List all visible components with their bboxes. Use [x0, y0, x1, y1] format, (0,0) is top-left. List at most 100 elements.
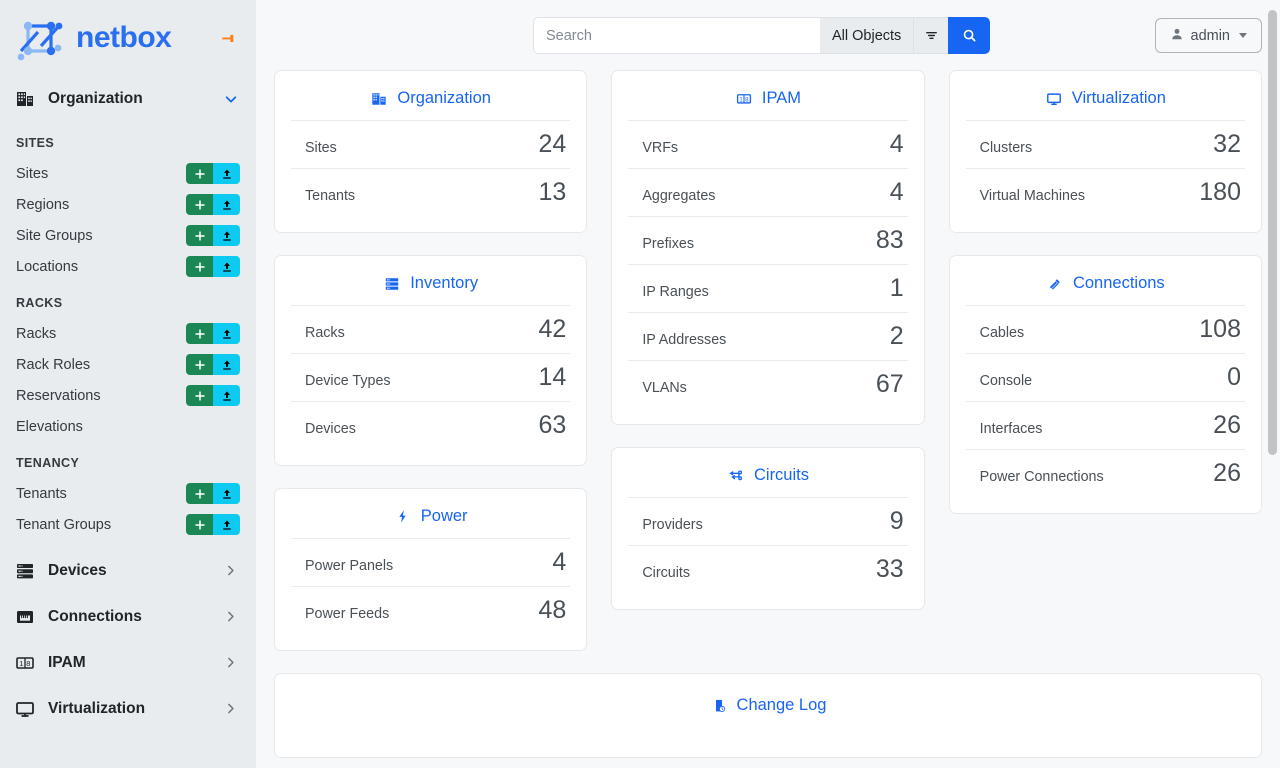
- card-row[interactable]: Providers 9: [628, 497, 908, 545]
- sidebar-item-label: Rack Roles: [16, 356, 91, 373]
- import-locations-button[interactable]: [213, 256, 240, 277]
- import-sites-button[interactable]: [213, 163, 240, 184]
- svg-text:1: 1: [739, 96, 743, 103]
- row-label: Providers: [642, 517, 703, 533]
- card-row[interactable]: Cables 108: [965, 305, 1245, 353]
- import-rack-roles-button[interactable]: [213, 354, 240, 375]
- dashboard-column-1: Organization Sites 24 Tenants 13: [274, 70, 588, 651]
- search-input[interactable]: [533, 17, 820, 54]
- svg-text:8: 8: [26, 659, 30, 668]
- card-row[interactable]: Power Connections 26: [965, 449, 1245, 497]
- pin-icon[interactable]: [220, 29, 238, 47]
- card-row[interactable]: Interfaces 26: [965, 401, 1245, 449]
- card-row[interactable]: Clusters 32: [965, 120, 1245, 168]
- sidebar-section-sites-label: SITES: [16, 136, 55, 150]
- card-row[interactable]: IP Addresses 2: [628, 312, 908, 360]
- filter-icon[interactable]: [913, 17, 949, 54]
- card-connections: Connections Cables 108 Console 0 Interfa…: [948, 255, 1262, 514]
- sidebar-item-tenants[interactable]: Tenants: [0, 478, 256, 509]
- sidebar-group-organization[interactable]: Organization: [0, 76, 256, 122]
- sidebar-item-actions: [186, 385, 240, 406]
- netbox-logo-icon: [14, 14, 66, 62]
- import-tenants-button[interactable]: [213, 483, 240, 504]
- sidebar-item-regions[interactable]: Regions: [0, 189, 256, 220]
- card-row[interactable]: IP Ranges 1: [628, 264, 908, 312]
- server-rack-icon: [14, 560, 36, 582]
- counter-icon: 1 8: [735, 90, 753, 108]
- card-inventory-title-link[interactable]: Inventory: [291, 270, 570, 305]
- card-title-label: Power: [420, 507, 468, 525]
- card-row[interactable]: Power Feeds 48: [291, 586, 571, 634]
- import-site-groups-button[interactable]: [213, 225, 240, 246]
- sidebar-item-racks[interactable]: Racks: [0, 318, 256, 349]
- card-title-label: Organization: [397, 89, 491, 107]
- card-title-label: IPAM: [761, 89, 802, 107]
- card-row[interactable]: Tenants 13: [291, 168, 571, 216]
- sidebar-item-actions: [186, 514, 240, 535]
- add-rack-roles-button[interactable]: [186, 354, 213, 375]
- sidebar-item-rack-roles[interactable]: Rack Roles: [0, 349, 256, 380]
- card-row[interactable]: Prefixes 83: [628, 216, 908, 264]
- sidebar-group-devices[interactable]: Devices: [0, 548, 256, 594]
- sidebar-group-virtualization[interactable]: Virtualization: [0, 686, 256, 732]
- search-submit-button[interactable]: [948, 17, 991, 54]
- sidebar-group-ipam[interactable]: 1 8 IPAM: [0, 640, 256, 686]
- row-label: Cables: [979, 325, 1025, 341]
- add-locations-button[interactable]: [186, 256, 213, 277]
- server-rack-icon: [383, 275, 401, 293]
- card-ipam-title-link[interactable]: 1 8 IPAM: [628, 85, 907, 120]
- row-value: 42: [538, 315, 567, 343]
- sidebar-item-actions: [186, 354, 240, 375]
- add-reservations-button[interactable]: [186, 385, 213, 406]
- sidebar-item-actions: [186, 163, 240, 184]
- card-changelog: Change Log: [274, 673, 1262, 758]
- user-menu-button[interactable]: admin: [1154, 18, 1262, 53]
- sidebar-group-label: Connections: [48, 608, 142, 625]
- object-scope-select[interactable]: All Objects: [820, 17, 914, 54]
- sidebar-item-reservations[interactable]: Reservations: [0, 380, 256, 411]
- card-row[interactable]: Aggregates 4: [628, 168, 908, 216]
- card-power: Power Power Panels 4 Power Feeds 48: [274, 488, 588, 651]
- card-row[interactable]: Device Types 14: [291, 353, 571, 401]
- page-scrollbar[interactable]: [1265, 0, 1280, 768]
- add-regions-button[interactable]: [186, 194, 213, 215]
- card-organization-title-link[interactable]: Organization: [291, 85, 570, 120]
- card-connections-title-link[interactable]: Connections: [966, 270, 1245, 305]
- row-value: 26: [1213, 459, 1241, 487]
- sidebar-item-sites[interactable]: Sites: [0, 158, 256, 189]
- card-row[interactable]: Devices 63: [291, 401, 571, 449]
- card-row[interactable]: VRFs 4: [628, 120, 908, 168]
- card-row[interactable]: Circuits 33: [628, 545, 908, 593]
- card-row[interactable]: Racks 42: [291, 305, 571, 353]
- add-tenants-button[interactable]: [186, 483, 213, 504]
- card-grid: Organization Sites 24 Tenants 13: [274, 70, 1262, 651]
- import-tenant-groups-button[interactable]: [213, 514, 240, 535]
- sidebar-item-locations[interactable]: Locations: [0, 251, 256, 282]
- card-changelog-title-link[interactable]: Change Log: [291, 692, 1245, 727]
- card-virtualization-title-link[interactable]: Virtualization: [966, 85, 1245, 120]
- card-title-label: Circuits: [753, 466, 809, 484]
- card-power-title-link[interactable]: Power: [291, 503, 570, 538]
- import-regions-button[interactable]: [213, 194, 240, 215]
- sidebar-item-elevations[interactable]: Elevations: [0, 411, 256, 442]
- card-row[interactable]: Virtual Machines 180: [965, 168, 1245, 216]
- add-sites-button[interactable]: [186, 163, 213, 184]
- scrollbar-thumb[interactable]: [1268, 10, 1277, 455]
- card-row[interactable]: Sites 24: [291, 120, 571, 168]
- row-label: Circuits: [642, 565, 690, 581]
- brand-header[interactable]: netbox: [0, 0, 256, 76]
- card-circuits-title-link[interactable]: Circuits: [628, 462, 907, 497]
- card-row[interactable]: VLANs 67: [628, 360, 908, 408]
- sidebar-item-tenant-groups[interactable]: Tenant Groups: [0, 509, 256, 540]
- add-racks-button[interactable]: [186, 323, 213, 344]
- import-reservations-button[interactable]: [213, 385, 240, 406]
- sidebar-item-site-groups[interactable]: Site Groups: [0, 220, 256, 251]
- row-value: 24: [538, 130, 567, 158]
- import-racks-button[interactable]: [213, 323, 240, 344]
- card-row[interactable]: Power Panels 4: [291, 538, 571, 586]
- add-site-groups-button[interactable]: [186, 225, 213, 246]
- sidebar-group-connections[interactable]: Connections: [0, 594, 256, 640]
- card-row[interactable]: Console 0: [965, 353, 1245, 401]
- add-tenant-groups-button[interactable]: [186, 514, 213, 535]
- dashboard-column-3: Virtualization Clusters 32 Virtual Machi…: [948, 70, 1262, 514]
